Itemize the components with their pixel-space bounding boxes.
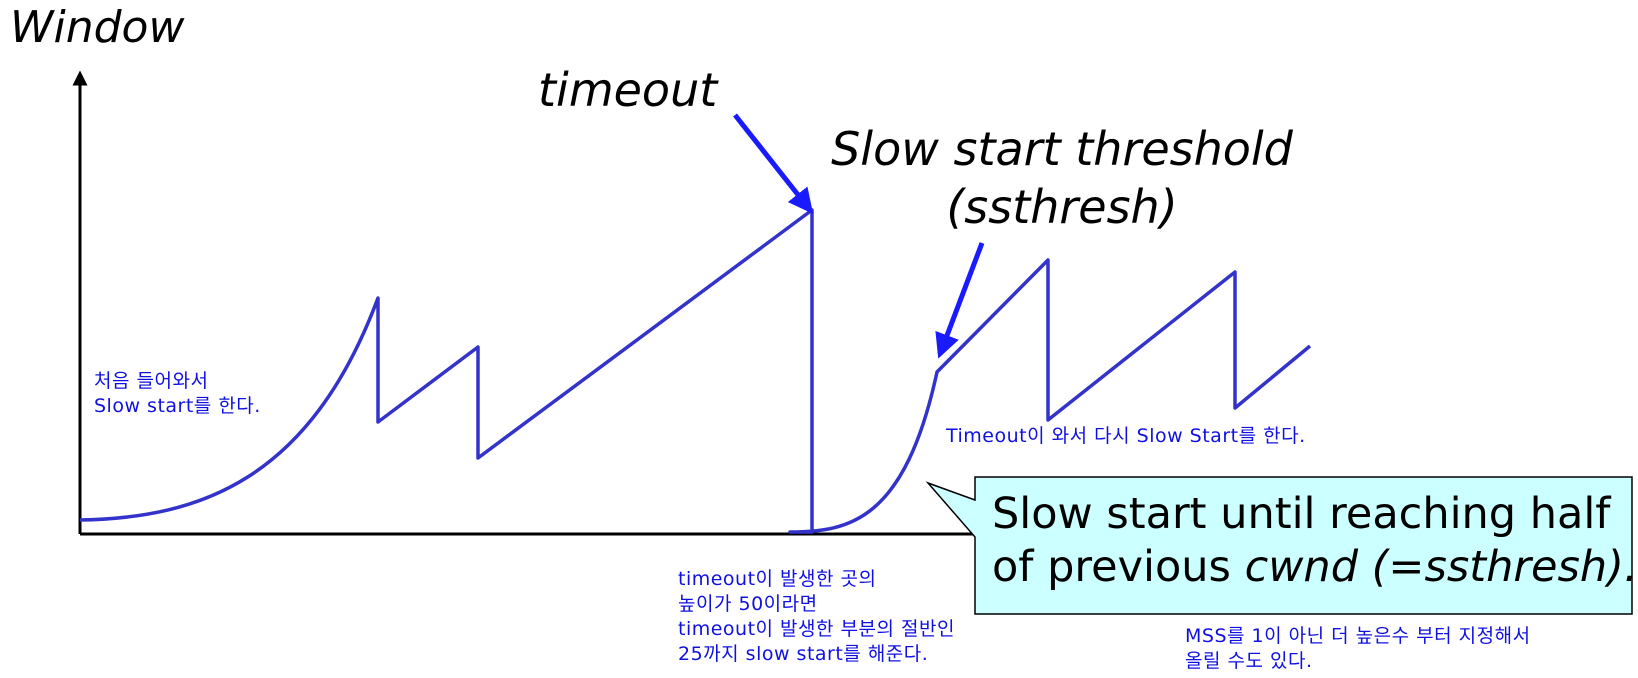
note-mss-line1: MSS를 1이 아닌 더 높은수 부터 지정해서 — [1185, 625, 1531, 647]
ssthresh-label-line2: (ssthresh) — [946, 180, 1177, 234]
callout-cwnd: cwnd — [1245, 542, 1359, 592]
note-start-line1: 처음 들어와서 — [94, 370, 208, 392]
ssthresh-label-line1: Slow start threshold — [831, 122, 1294, 176]
note-half-line1: timeout이 발생한 곳의 — [678, 568, 877, 590]
congestion-window-curve — [79, 208, 1312, 534]
callout-line2-suffix: (=ssthresh). — [1358, 542, 1638, 592]
callout-shape — [925, 476, 1633, 615]
note-start-line2: Slow start를 한다. — [94, 395, 261, 417]
callout-line2-prefix: of previous — [992, 542, 1245, 592]
ssthresh-arrow — [935, 242, 985, 359]
callout-line2: of previous cwnd (=ssthresh). — [992, 542, 1638, 592]
note-half-line4: 25까지 slow start를 해준다. — [678, 643, 928, 665]
callout-box: Slow start until reaching half of previo… — [925, 476, 1638, 615]
note-mss-line2: 올릴 수도 있다. — [1185, 650, 1313, 672]
note-half-line2: 높이가 50이라면 — [678, 593, 818, 615]
note-timeout-again: Timeout이 와서 다시 Slow Start를 한다. — [945, 425, 1306, 447]
timeout-label: timeout — [538, 63, 719, 117]
timeout-arrow — [733, 113, 814, 214]
y-axis-title: Window — [10, 2, 185, 53]
note-half-line3: timeout이 발생한 부분의 절반인 — [678, 618, 955, 640]
callout-line1: Slow start until reaching half — [992, 489, 1611, 539]
